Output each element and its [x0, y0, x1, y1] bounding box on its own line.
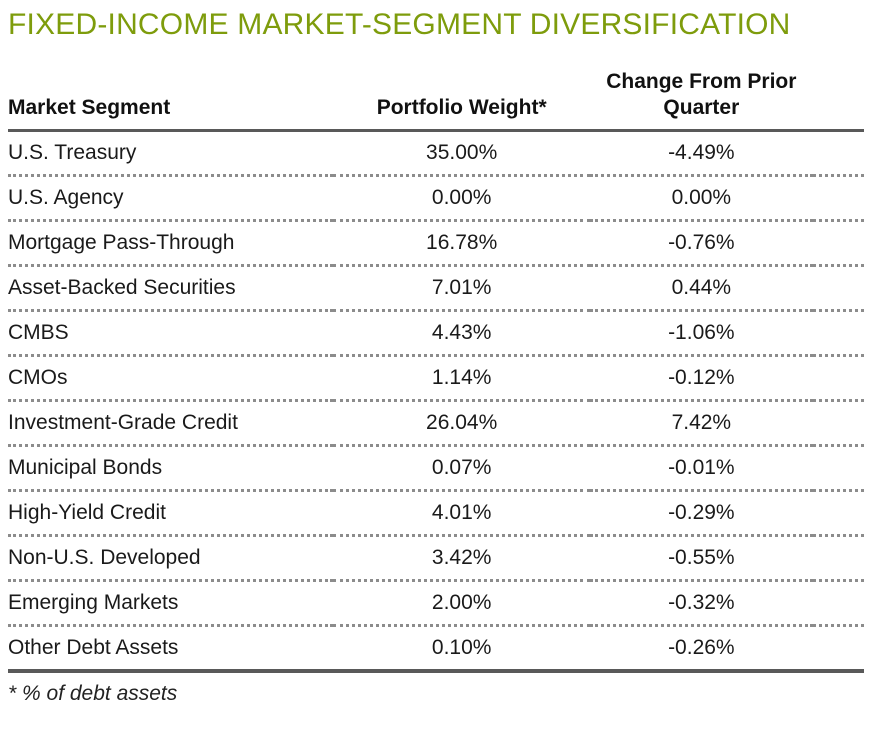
spacer-cell: [812, 355, 864, 402]
table-row: CMOs 1.14% -0.12%: [8, 355, 864, 402]
change-cell: 0.44%: [590, 265, 813, 312]
segment-cell: Other Debt Assets: [8, 625, 334, 673]
spacer-cell: [812, 265, 864, 312]
diversification-table: Market Segment Portfolio Weight* Change …: [8, 68, 864, 673]
weight-cell: 0.00%: [333, 175, 591, 222]
weight-cell: 7.01%: [333, 265, 591, 312]
change-cell: 0.00%: [590, 175, 813, 222]
change-cell: -1.06%: [590, 310, 813, 357]
segment-cell: U.S. Agency: [8, 175, 334, 222]
change-cell: -0.76%: [590, 220, 813, 267]
weight-cell: 35.00%: [333, 130, 591, 177]
table-row: Mortgage Pass-Through 16.78% -0.76%: [8, 220, 864, 267]
weight-cell: 26.04%: [333, 400, 591, 447]
spacer-cell: [812, 130, 864, 177]
table-row: Other Debt Assets 0.10% -0.26%: [8, 625, 864, 673]
segment-cell: Asset-Backed Securities: [8, 265, 334, 312]
table-row: U.S. Treasury 35.00% -4.49%: [8, 130, 864, 177]
weight-cell: 4.43%: [333, 310, 591, 357]
table-row: Emerging Markets 2.00% -0.32%: [8, 580, 864, 627]
spacer-cell: [812, 400, 864, 447]
change-cell: -0.01%: [590, 445, 813, 492]
spacer-cell: [812, 535, 864, 582]
weight-cell: 1.14%: [333, 355, 591, 402]
segment-cell: Emerging Markets: [8, 580, 334, 627]
table-body: U.S. Treasury 35.00% -4.49% U.S. Agency …: [8, 130, 864, 673]
segment-cell: Non-U.S. Developed: [8, 535, 334, 582]
table-row: Investment-Grade Credit 26.04% 7.42%: [8, 400, 864, 447]
page-title: FIXED-INCOME MARKET-SEGMENT DIVERSIFICAT…: [8, 8, 791, 41]
table-row: Asset-Backed Securities 7.01% 0.44%: [8, 265, 864, 312]
table-row: Non-U.S. Developed 3.42% -0.55%: [8, 535, 864, 582]
spacer-cell: [812, 490, 864, 537]
table-row: U.S. Agency 0.00% 0.00%: [8, 175, 864, 222]
spacer-cell: [812, 175, 864, 222]
spacer-cell: [812, 220, 864, 267]
table-row: Municipal Bonds 0.07% -0.01%: [8, 445, 864, 492]
footnote: * % of debt assets: [8, 681, 178, 705]
change-cell: -4.49%: [590, 130, 813, 177]
weight-cell: 0.07%: [333, 445, 591, 492]
change-cell: -0.55%: [590, 535, 813, 582]
spacer-cell: [812, 625, 864, 673]
table-row: High-Yield Credit 4.01% -0.29%: [8, 490, 864, 537]
segment-cell: CMBS: [8, 310, 334, 357]
spacer-cell: [812, 445, 864, 492]
weight-cell: 0.10%: [333, 625, 591, 673]
change-cell: -0.29%: [590, 490, 813, 537]
weight-cell: 3.42%: [333, 535, 591, 582]
segment-cell: U.S. Treasury: [8, 130, 334, 177]
table-row: CMBS 4.43% -1.06%: [8, 310, 864, 357]
segment-cell: Mortgage Pass-Through: [8, 220, 334, 267]
segment-cell: High-Yield Credit: [8, 490, 334, 537]
header-change-from-prior-quarter: Change From Prior Quarter: [590, 68, 813, 132]
segment-cell: Municipal Bonds: [8, 445, 334, 492]
change-cell: -0.32%: [590, 580, 813, 627]
change-cell: 7.42%: [590, 400, 813, 447]
spacer-cell: [812, 580, 864, 627]
header-portfolio-weight: Portfolio Weight*: [333, 68, 591, 132]
weight-cell: 4.01%: [333, 490, 591, 537]
weight-cell: 16.78%: [333, 220, 591, 267]
table-header: Market Segment Portfolio Weight* Change …: [8, 68, 864, 132]
change-cell: -0.12%: [590, 355, 813, 402]
header-market-segment: Market Segment: [8, 68, 334, 132]
header-spacer-cell: [812, 68, 864, 132]
weight-cell: 2.00%: [333, 580, 591, 627]
header-row: Market Segment Portfolio Weight* Change …: [8, 68, 864, 132]
segment-cell: Investment-Grade Credit: [8, 400, 334, 447]
segment-cell: CMOs: [8, 355, 334, 402]
spacer-cell: [812, 310, 864, 357]
change-cell: -0.26%: [590, 625, 813, 673]
